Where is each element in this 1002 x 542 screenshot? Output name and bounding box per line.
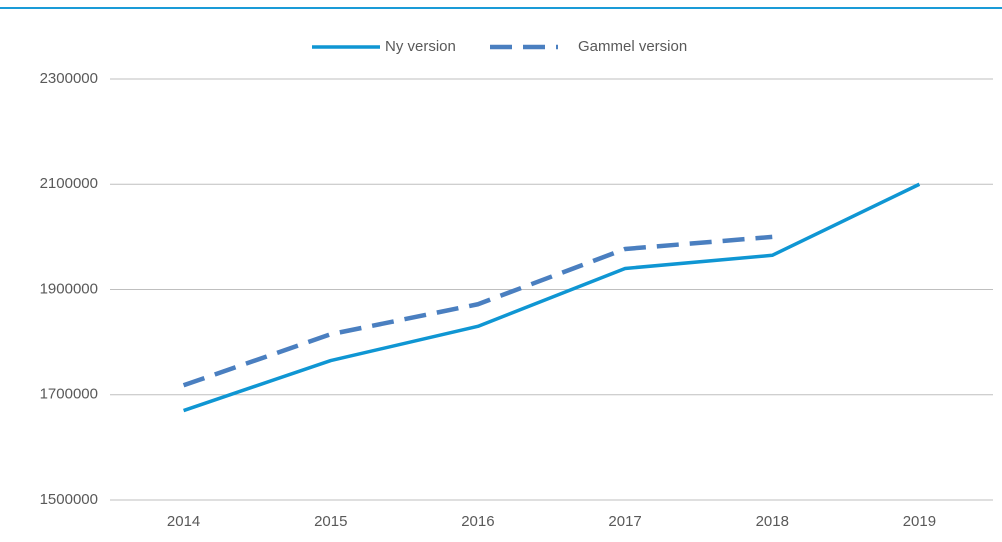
legend-label: Gammel version [578, 38, 687, 55]
x-tick-label: 2016 [461, 513, 494, 530]
x-tick-label: 2014 [167, 513, 200, 530]
y-tick-label: 1500000 [40, 491, 98, 508]
x-tick-label: 2017 [608, 513, 641, 530]
y-tick-label: 1700000 [40, 386, 98, 403]
series-line [183, 182, 921, 413]
y-tick-label: 1900000 [40, 280, 98, 297]
series-line [182, 234, 773, 388]
legend-label: Ny version [385, 38, 456, 55]
x-tick-label: 2019 [903, 513, 936, 530]
x-tick-label: 2015 [314, 513, 347, 530]
x-tick-label: 2018 [756, 513, 789, 530]
y-tick-label: 2100000 [40, 175, 98, 192]
y-tick-label: 2300000 [40, 70, 98, 87]
